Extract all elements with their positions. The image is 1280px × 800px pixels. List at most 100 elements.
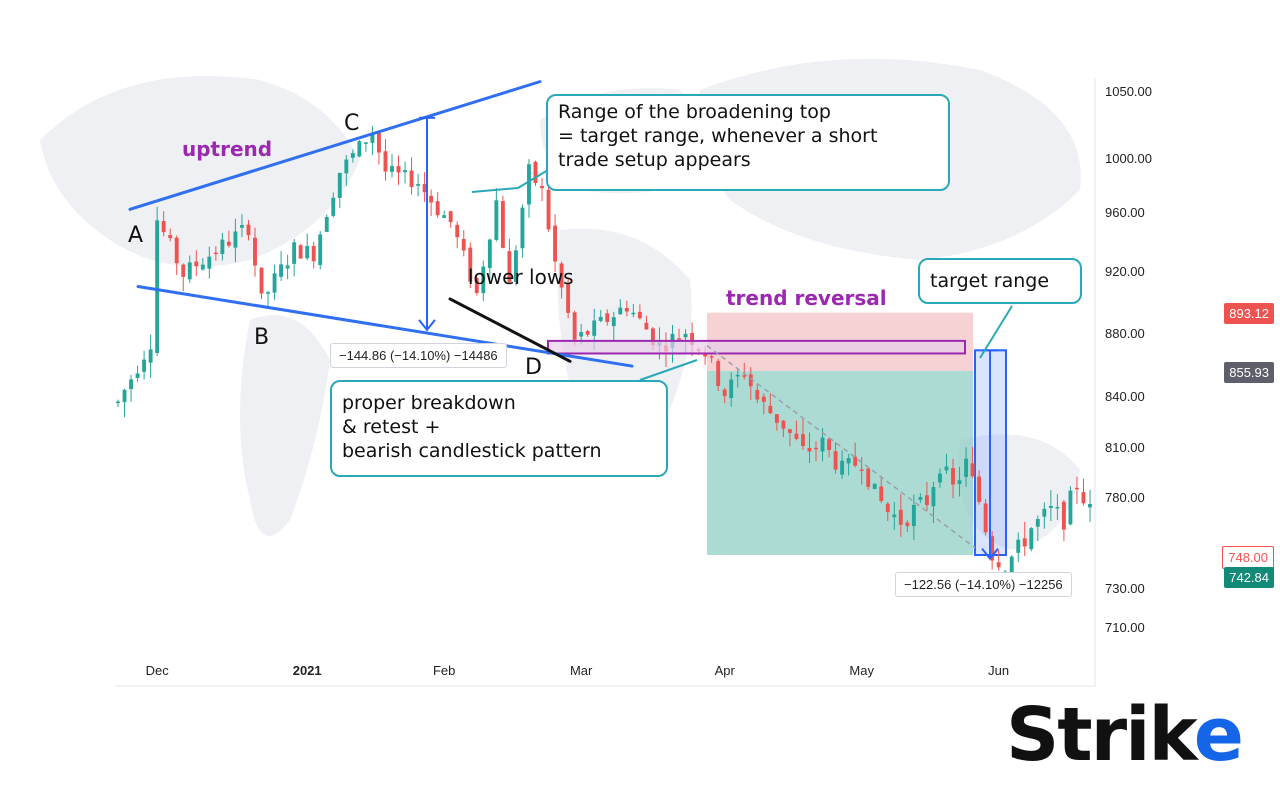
candle-body [624, 307, 629, 312]
candle-body [605, 313, 610, 322]
candle-body [938, 473, 942, 483]
candle-body [285, 265, 290, 269]
candle-body [833, 451, 838, 470]
candle-body [481, 266, 486, 294]
upper-trendline [128, 80, 542, 211]
measure-label-left: −144.86 (−14.10%) −14486 [330, 343, 507, 368]
candle-body [233, 231, 238, 248]
candle-body [618, 307, 623, 315]
breakdown-callout-line-1: proper breakdown [342, 392, 516, 414]
candle-body [964, 458, 968, 477]
point-label-d: D [525, 355, 542, 380]
candle-body [246, 224, 251, 236]
measure-arrowhead [418, 319, 436, 332]
candle-body [1048, 506, 1053, 509]
time-axis: Dec 2021 Feb Mar Apr May Jun [146, 663, 1010, 678]
target-profit-zone [707, 370, 973, 555]
candle-body [116, 401, 120, 404]
candle-body [409, 170, 414, 188]
candle-body [376, 132, 381, 153]
broadening-callout: Range of the broadening top = target ran… [546, 94, 950, 191]
candle-body [814, 447, 818, 450]
candle-body [1029, 528, 1034, 550]
y-tick-label: 1000.00 [1105, 151, 1152, 166]
y-tick-label: 1050.00 [1105, 84, 1152, 99]
candle-body [155, 220, 160, 353]
candle-body [259, 267, 264, 294]
candle-body [253, 237, 257, 266]
candle-body [422, 184, 427, 193]
candle-body [181, 264, 186, 277]
candle-body [879, 486, 884, 502]
x-tick-label: 2021 [293, 663, 322, 678]
retest-zone-box [547, 339, 966, 355]
candle-body [174, 237, 179, 264]
candle-body [546, 189, 551, 230]
candle-body [494, 200, 499, 240]
candle-body [487, 239, 492, 269]
candle-body [305, 245, 310, 259]
candle-body [357, 141, 362, 157]
candle-body [566, 283, 571, 313]
candle-body [683, 333, 688, 338]
candle-body [924, 495, 929, 506]
strike-logo: Strike [1006, 692, 1244, 778]
y-tick-label: 780.00 [1105, 490, 1145, 505]
candle-body [266, 292, 270, 294]
candle-body [292, 242, 297, 264]
candle-body [801, 434, 805, 447]
candle-body [220, 239, 225, 254]
candle-body [794, 433, 799, 439]
candle-body [272, 273, 277, 293]
measure-arrow-left [418, 116, 436, 332]
candle-body [207, 256, 212, 269]
candle-body [1088, 503, 1092, 508]
candle-body [350, 153, 355, 158]
candle-body [1068, 490, 1073, 525]
candle-body [931, 487, 936, 507]
x-tick-label: Jun [988, 663, 1009, 678]
candle-body [598, 316, 603, 321]
candle-body [572, 312, 577, 340]
candle-body [905, 522, 910, 527]
candle-body [324, 216, 329, 232]
broadening-callout-line-2: = target range, whenever a short [558, 125, 878, 147]
candle-body [213, 252, 218, 255]
candle-body [435, 201, 440, 216]
y-tick-label: 920.00 [1105, 264, 1145, 279]
target-range-callout: target range [918, 258, 1082, 304]
candle-body [898, 509, 903, 525]
candle-body [735, 374, 740, 377]
broadening-callout-line-3: trade setup appears [558, 149, 751, 171]
candle-body [996, 562, 1001, 568]
candle-body [455, 224, 460, 238]
breakdown-callout-pointer [639, 359, 698, 381]
candle-body [990, 536, 995, 561]
candle-body [853, 456, 858, 466]
candle-body [363, 142, 368, 144]
candle-body [148, 349, 153, 363]
candle-body [944, 466, 949, 471]
candle-body [918, 497, 923, 500]
trend-reversal-label: trend reversal [726, 286, 887, 310]
price-axis: 1050.00 1000.00 960.00 920.00 880.00 840.00 81… [1105, 84, 1152, 635]
price-label-lower-red: 748.00 [1222, 546, 1274, 569]
y-tick-label: 840.00 [1105, 389, 1145, 404]
candle-body [507, 251, 512, 283]
target-callout-pointer [979, 305, 1013, 359]
candle-body [774, 414, 779, 423]
measure-label-right: −122.56 (−14.10%) −12256 [895, 572, 1072, 597]
candle-body [442, 215, 447, 218]
lower-lows-line [448, 297, 572, 363]
breakdown-callout-line-2: & retest + [342, 416, 441, 438]
candle-body [755, 389, 760, 400]
price-label-green: 742.84 [1224, 567, 1274, 588]
y-tick-label: 880.00 [1105, 326, 1145, 341]
candle-body [866, 468, 871, 487]
candle-body [703, 354, 708, 357]
candle-body [318, 234, 323, 266]
candle-body [859, 469, 864, 471]
candle-body [787, 429, 792, 433]
candle-body [279, 264, 284, 277]
